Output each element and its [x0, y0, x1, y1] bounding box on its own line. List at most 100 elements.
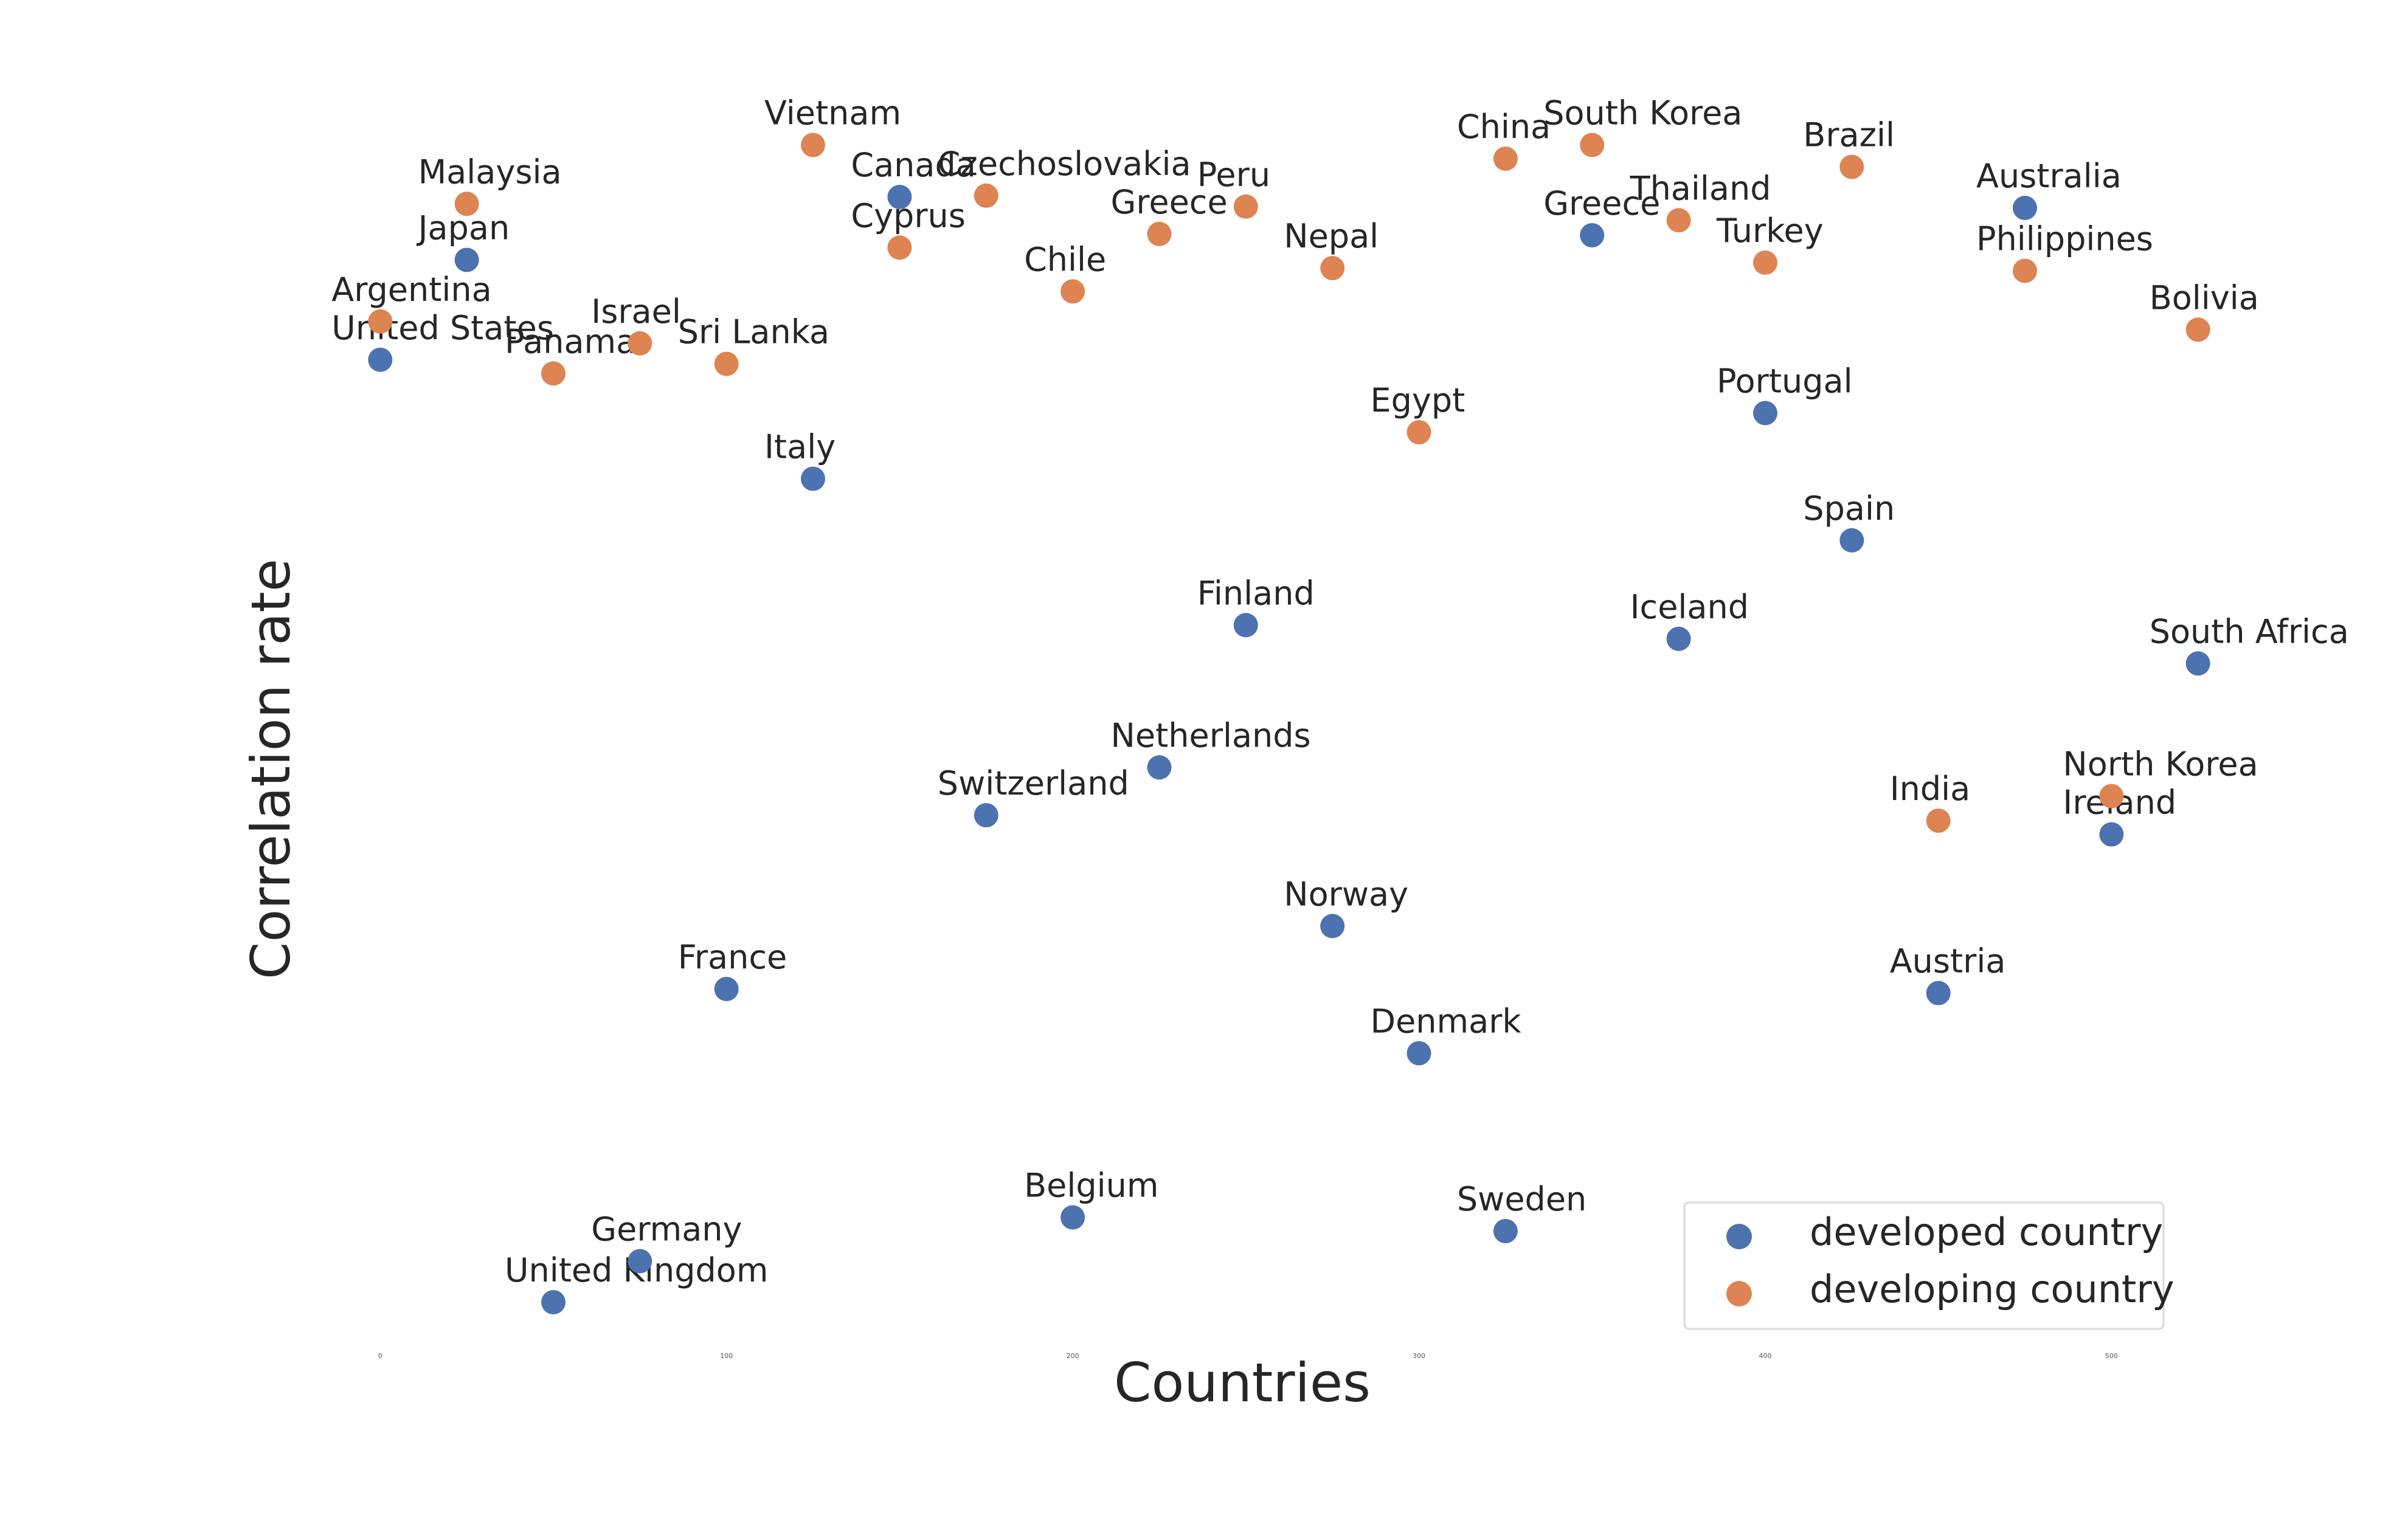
point-label: China [1457, 108, 1551, 146]
point-label: Sri Lanka [678, 313, 829, 351]
data-point [1493, 147, 1518, 171]
data-point [714, 351, 739, 376]
data-point [2099, 822, 2124, 847]
point-label: Argentina [331, 271, 491, 309]
data-point [1753, 401, 1777, 426]
point-label: Malaysia [418, 153, 562, 191]
legend: developed country developing country [1683, 1201, 2174, 1330]
point-label: Chile [1024, 240, 1106, 278]
data-point [1753, 250, 1777, 275]
point-label: Panama [505, 322, 636, 361]
data-point [801, 133, 825, 157]
point-label: United States [331, 309, 554, 347]
point-label: Philippines [1976, 220, 2153, 258]
point-label: Italy [764, 428, 836, 466]
point-label: Switzerland [938, 764, 1129, 802]
data-point [1233, 613, 1258, 638]
data-point [1839, 528, 1864, 553]
data-point [1147, 221, 1172, 246]
data-point [1839, 154, 1864, 179]
point-label: Belgium [1024, 1167, 1158, 1205]
data-point [454, 191, 479, 216]
point-label: Turkey [1716, 212, 1824, 250]
data-point [368, 347, 393, 372]
data-point [454, 247, 479, 272]
data-point [628, 1249, 652, 1274]
point-label: Netherlands [1111, 716, 1311, 754]
point-label: France [678, 938, 787, 976]
data-point [1147, 755, 1172, 780]
point-label: Canada [851, 146, 975, 184]
data-point [1666, 208, 1691, 233]
point-label: South Korea [1543, 94, 1742, 133]
point-label: Portugal [1717, 362, 1853, 401]
point-label: Nepal [1284, 217, 1379, 255]
x-tick-label: 400 [1759, 1352, 1772, 1360]
point-label: Brazil [1803, 116, 1895, 154]
point-label: Greece [1543, 184, 1660, 223]
point-label: Greece [1111, 183, 1228, 221]
x-tick-label: 500 [2105, 1352, 2118, 1360]
x-axis-title: Countries [1114, 1351, 1371, 1414]
x-tick-label: 300 [1413, 1352, 1425, 1360]
data-point [2099, 784, 2124, 809]
point-label: India [1890, 770, 1971, 808]
point-label: Finland [1197, 574, 1315, 612]
data-point [1580, 133, 1605, 157]
data-point [1666, 626, 1691, 651]
point-label: Cyprus [851, 196, 966, 235]
data-point [1320, 256, 1345, 280]
data-point [1320, 914, 1345, 939]
x-tick-label: 100 [720, 1352, 733, 1360]
legend-marker-developing [1726, 1281, 1752, 1306]
point-label: North Korea [2063, 745, 2258, 784]
data-point [1926, 981, 1951, 1006]
legend-marker-developed [1726, 1224, 1752, 1249]
data-point [541, 361, 566, 386]
y-axis-title: Correlation rate [240, 559, 302, 979]
point-label: Bolivia [2150, 278, 2259, 317]
point-label: Denmark [1371, 1002, 1522, 1041]
point-label: Czechoslovakia [938, 145, 1191, 183]
data-point [541, 1290, 566, 1314]
data-point [2013, 196, 2037, 220]
data-point [2013, 258, 2037, 283]
legend-label-developing: developing country [1810, 1267, 2174, 1311]
point-label: Israel [591, 292, 681, 331]
data-point [887, 185, 912, 209]
data-point [1580, 223, 1605, 247]
point-label: Thailand [1630, 169, 1771, 207]
point-label: Australia [1976, 157, 2122, 195]
data-point [368, 309, 393, 334]
legend-label-developed: developed country [1810, 1210, 2163, 1254]
data-point [1233, 194, 1258, 219]
data-point [628, 331, 652, 356]
point-label: Norway [1284, 875, 1408, 913]
x-tick-labels: 0 100 200 300 400 500 [378, 1352, 2118, 1360]
data-point [1060, 279, 1085, 304]
data-point [1926, 809, 1951, 833]
data-point [2185, 317, 2210, 342]
data-point [974, 803, 998, 827]
point-label: Austria [1890, 942, 2006, 981]
point-label: Sweden [1457, 1180, 1586, 1218]
point-label: Spain [1803, 489, 1895, 528]
data-point [1406, 420, 1431, 444]
x-tick-label: 0 [378, 1352, 382, 1360]
x-tick-label: 200 [1067, 1352, 1079, 1360]
data-point [887, 235, 912, 260]
data-point [801, 466, 825, 491]
point-label: Egypt [1371, 381, 1465, 419]
legend-box [1683, 1201, 2165, 1330]
data-point [974, 183, 998, 208]
point-label: Germany [591, 1210, 742, 1249]
point-label: Peru [1197, 156, 1270, 194]
data-point [714, 976, 739, 1001]
point-label: Iceland [1630, 588, 1749, 626]
point-label: South Africa [2150, 612, 2349, 650]
data-point [1493, 1219, 1518, 1243]
data-point [2185, 651, 2210, 676]
data-point [1060, 1205, 1085, 1230]
